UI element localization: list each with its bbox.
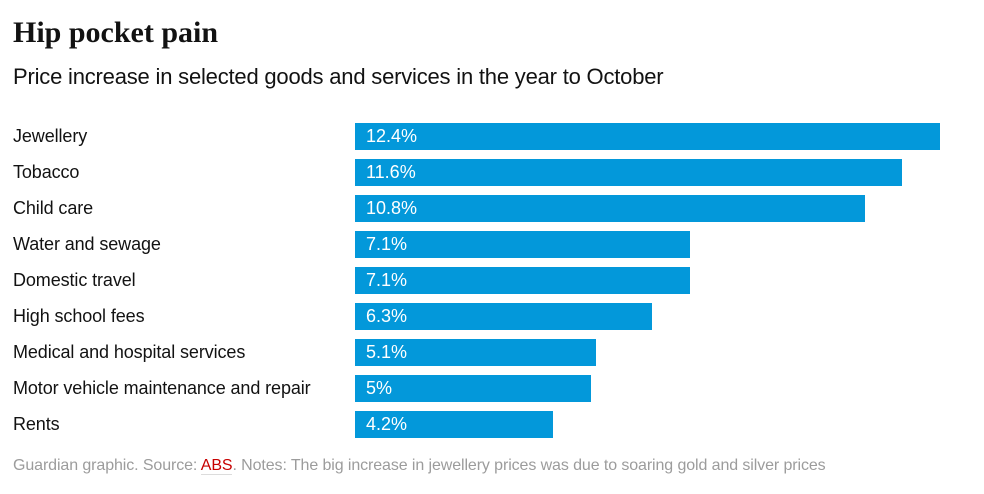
- bar: 4.2%: [355, 411, 553, 439]
- source-link[interactable]: ABS: [200, 457, 233, 476]
- bar-row: Tobacco 11.6%: [13, 159, 972, 187]
- bar-row: Rents 4.2%: [13, 411, 972, 439]
- bar-row: Motor vehicle maintenance and repair 5%: [13, 375, 972, 403]
- category-label: Tobacco: [13, 162, 80, 183]
- bar-rows: Jewellery 12.4% Tobacco 11.6% Child care…: [13, 123, 972, 439]
- bar: 7.1%: [355, 231, 690, 259]
- bar: 5%: [355, 375, 591, 403]
- bar: 12.4%: [355, 123, 940, 151]
- category-label: Motor vehicle maintenance and repair: [13, 378, 311, 399]
- bar-value-label: 11.6%: [366, 162, 416, 183]
- category-label: Domestic travel: [13, 270, 136, 291]
- category-label: Child care: [13, 198, 94, 219]
- chart-subtitle: Price increase in selected goods and ser…: [13, 64, 664, 89]
- chart-title: Hip pocket pain: [13, 16, 219, 49]
- bar-value-label: 5%: [366, 378, 393, 399]
- category-label: Medical and hospital services: [13, 342, 246, 363]
- bar-row: Water and sewage 7.1%: [13, 231, 972, 259]
- bar-row: Jewellery 12.4%: [13, 123, 972, 151]
- bar: 6.3%: [355, 303, 652, 331]
- footnote-source-prefix: Guardian graphic. Source:: [13, 457, 201, 475]
- bar-value-label: 12.4%: [366, 126, 418, 147]
- bar-value-label: 7.1%: [366, 270, 408, 291]
- bar-row: Domestic travel 7.1%: [13, 267, 972, 295]
- bar: 7.1%: [355, 267, 690, 295]
- bar: 10.8%: [355, 195, 865, 223]
- category-label: Jewellery: [13, 126, 88, 147]
- chart-footnote: Guardian graphic. Source: ABS. Notes: Th…: [13, 457, 972, 476]
- bar-value-label: 4.2%: [366, 414, 408, 435]
- bar-row: Child care 10.8%: [13, 195, 972, 223]
- bar: 5.1%: [355, 339, 596, 367]
- footnote-notes: . Notes: The big increase in jewellery p…: [232, 457, 826, 475]
- bar-value-label: 5.1%: [366, 342, 408, 363]
- category-label: Water and sewage: [13, 234, 161, 255]
- bar-row: Medical and hospital services 5.1%: [13, 339, 972, 367]
- bar-value-label: 10.8%: [366, 198, 418, 219]
- bar-value-label: 7.1%: [366, 234, 408, 255]
- bar-value-label: 6.3%: [366, 306, 408, 327]
- category-label: High school fees: [13, 306, 145, 327]
- bar-row: High school fees 6.3%: [13, 303, 972, 331]
- category-label: Rents: [13, 414, 60, 435]
- bar: 11.6%: [355, 159, 902, 187]
